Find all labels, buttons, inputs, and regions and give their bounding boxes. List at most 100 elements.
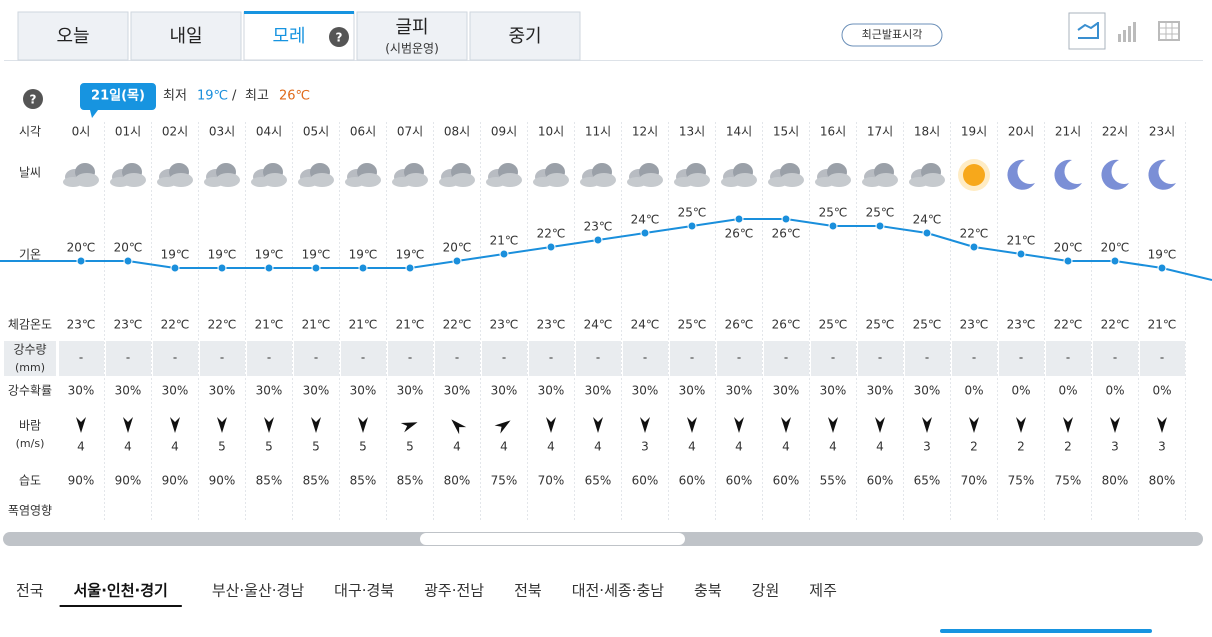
date-badge-label: 21일(목) (91, 89, 145, 104)
row-label: 강수량 (13, 343, 46, 357)
wind-speed: 4 (735, 440, 743, 454)
hour-label: 04시 (256, 125, 282, 139)
precip-cell (388, 341, 433, 376)
wind-speed: 5 (265, 440, 273, 454)
tab-label[interactable]: 모레 (272, 26, 305, 47)
precip-cell (623, 341, 668, 376)
tab[interactable] (130, 11, 242, 61)
temperature-label: 24℃ (631, 213, 660, 227)
region-tab[interactable]: 전국 (16, 582, 44, 600)
precipitation: - (878, 351, 882, 365)
precip-prob: 30% (162, 384, 189, 398)
precip-cell (764, 341, 809, 376)
table-view-button[interactable] (1158, 21, 1180, 41)
hour-label: 06시 (350, 125, 376, 139)
tab[interactable] (469, 11, 581, 61)
help-icon[interactable] (329, 27, 349, 47)
wind-arrow (546, 417, 556, 433)
tab[interactable] (356, 11, 468, 61)
region-tab[interactable]: 강원 (752, 582, 780, 600)
feels-like: 22℃ (1101, 318, 1130, 332)
feels-like: 23℃ (114, 318, 143, 332)
precipitation: - (455, 351, 459, 365)
chart-view-button[interactable] (1068, 12, 1106, 50)
precip-cell (435, 341, 480, 376)
tab-label[interactable]: 오늘 (56, 26, 89, 47)
precip-prob: 0% (1105, 384, 1124, 398)
hour-label: 02시 (162, 125, 188, 139)
wind-arrow (687, 417, 697, 433)
hour-label: 15시 (773, 125, 799, 139)
latest-button-label[interactable]: 최근발표시각 (862, 28, 923, 41)
wind-speed: 4 (547, 440, 555, 454)
region-tab[interactable]: 광주·전남 (424, 582, 484, 600)
humidity: 75% (491, 474, 518, 488)
precipitation: - (126, 351, 130, 365)
region-tab[interactable]: 제주 (809, 582, 837, 600)
temperature-point (1157, 263, 1167, 273)
row-labels: 시각 날씨 기온 체감온도 강수량 (mm) 강수확률 바람 (m/s) 습도 … (8, 125, 52, 518)
wind-speed: 5 (359, 440, 367, 454)
precipitation: - (972, 351, 976, 365)
tab-label[interactable]: 글피 (395, 17, 428, 38)
weather-icon (1148, 159, 1176, 190)
tab-label[interactable]: 내일 (169, 26, 202, 47)
hour-label: 08시 (444, 125, 470, 139)
latest-button[interactable] (841, 23, 943, 47)
feels-like: 25℃ (819, 318, 848, 332)
max-label: 최고 (245, 89, 269, 104)
region-tab[interactable]: 전북 (514, 582, 542, 600)
region-tab[interactable]: 대구·경북 (334, 582, 394, 600)
wind-speed: 3 (1111, 440, 1119, 454)
feels-like: 23℃ (1007, 318, 1036, 332)
temperature-point (170, 263, 180, 273)
feels-like: 22℃ (1054, 318, 1083, 332)
region-tab[interactable]: 대전·세종·충남 (572, 582, 665, 600)
precip-cell (59, 341, 104, 376)
precip-prob: 30% (397, 384, 424, 398)
temperature-label: 20℃ (67, 241, 96, 255)
temperature-point (358, 263, 368, 273)
region-tab[interactable]: 부산·울산·경남 (212, 582, 305, 600)
precip-prob: 0% (1152, 384, 1171, 398)
precip-prob: 30% (914, 384, 941, 398)
max-value: 26℃ (279, 89, 310, 104)
bar-view-button[interactable] (1118, 22, 1136, 42)
weather-icon (1054, 159, 1082, 190)
feels-like: 21℃ (1148, 318, 1177, 332)
hour-label: 19시 (961, 125, 987, 139)
tab-label[interactable]: 중기 (508, 26, 541, 47)
precip-prob: 30% (820, 384, 847, 398)
hour-label: 22시 (1102, 125, 1128, 139)
weather-icon (815, 163, 851, 187)
precipitation: - (79, 351, 83, 365)
wind-arrow (1016, 417, 1026, 433)
tab-sublabel[interactable]: (시범운영) (385, 42, 439, 56)
precipitation: - (643, 351, 647, 365)
hour-label: 13시 (679, 125, 705, 139)
tab[interactable] (17, 11, 129, 61)
precipitation: - (267, 351, 271, 365)
wind-arrow (734, 417, 744, 433)
precip-prob: 30% (115, 384, 142, 398)
temperature-label: 19℃ (396, 248, 425, 262)
temperature-point (76, 256, 86, 266)
wind-arrow (217, 417, 227, 433)
region-tab[interactable]: 충북 (694, 582, 722, 600)
feels-like: 23℃ (960, 318, 989, 332)
weather-icon (345, 163, 381, 187)
wind-speed: 4 (171, 440, 179, 454)
temperature-label: 20℃ (443, 241, 472, 255)
wind-speed: 4 (124, 440, 132, 454)
wind-speed: 4 (453, 440, 461, 454)
precipitation: - (173, 351, 177, 365)
scrollbar-thumb[interactable] (420, 533, 685, 545)
help-icon[interactable] (23, 89, 43, 109)
humidity: 85% (256, 474, 283, 488)
weather-icon (580, 163, 616, 187)
hour-label: 01시 (115, 125, 141, 139)
region-tab[interactable]: 서울·인천·경기 (74, 582, 168, 600)
wind-arrow (1157, 417, 1167, 433)
precipitation: - (1066, 351, 1070, 365)
